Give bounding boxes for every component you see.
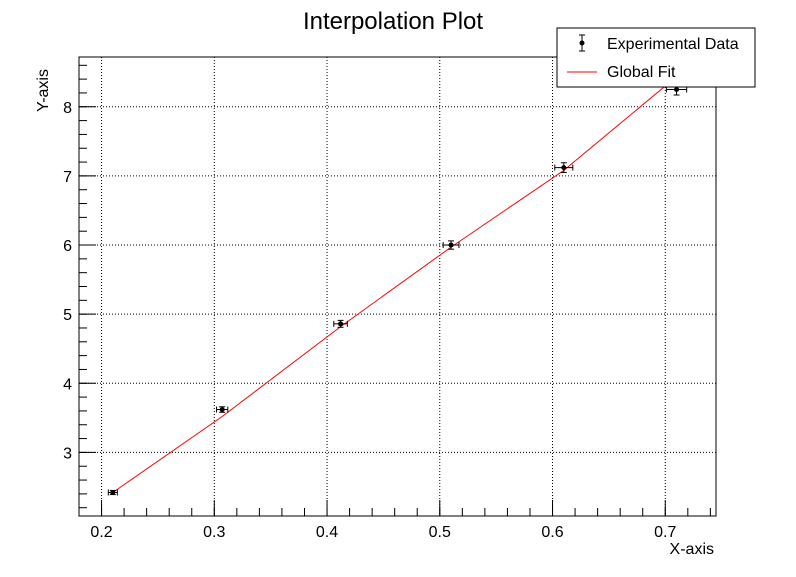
x-tick-label: 0.6 [541,524,563,541]
data-point [216,406,229,413]
data-point-marker [110,489,116,495]
y-tick-label: 3 [63,445,72,462]
y-tick-label: 4 [63,376,72,393]
legend-label-experimental-data: Experimental Data [607,36,739,53]
y-axis-label: Y-axis [35,69,52,112]
data-point [442,240,460,250]
x-tick-label: 0.5 [429,524,451,541]
axis-layer: 0.2 0.3 0.4 0.5 0.6 0.7 3 4 5 6 7 8 [63,64,711,541]
plot-frame [78,56,717,517]
x-tick-label: 0.3 [203,524,225,541]
legend-marker-experimental-data [579,34,585,52]
data-point [107,489,118,496]
y-tick-label: 7 [63,169,72,186]
x-tick-label: 0.4 [316,524,338,541]
y-tick-label: 8 [63,100,72,117]
data-point-marker [219,407,225,413]
global-fit-line [112,85,666,493]
data-layer [107,83,688,496]
data-point-marker [674,86,680,92]
x-tick-label: 0.7 [654,524,676,541]
x-tick-label: 0.2 [90,524,112,541]
fit-layer [112,85,666,493]
data-point [554,162,574,173]
grid-layer [79,57,716,516]
data-point-marker [448,242,454,248]
legend: Experimental Data Global Fit [556,27,756,88]
x-axis-label: X-axis [670,541,714,558]
chart-title: Interpolation Plot [303,8,483,35]
y-tick-label: 6 [63,238,72,255]
legend-box [556,27,756,88]
legend-label-global-fit: Global Fit [607,64,676,81]
data-point [333,319,348,328]
data-point-marker [338,321,344,327]
data-point-marker [561,165,567,171]
y-tick-label: 5 [63,307,72,324]
